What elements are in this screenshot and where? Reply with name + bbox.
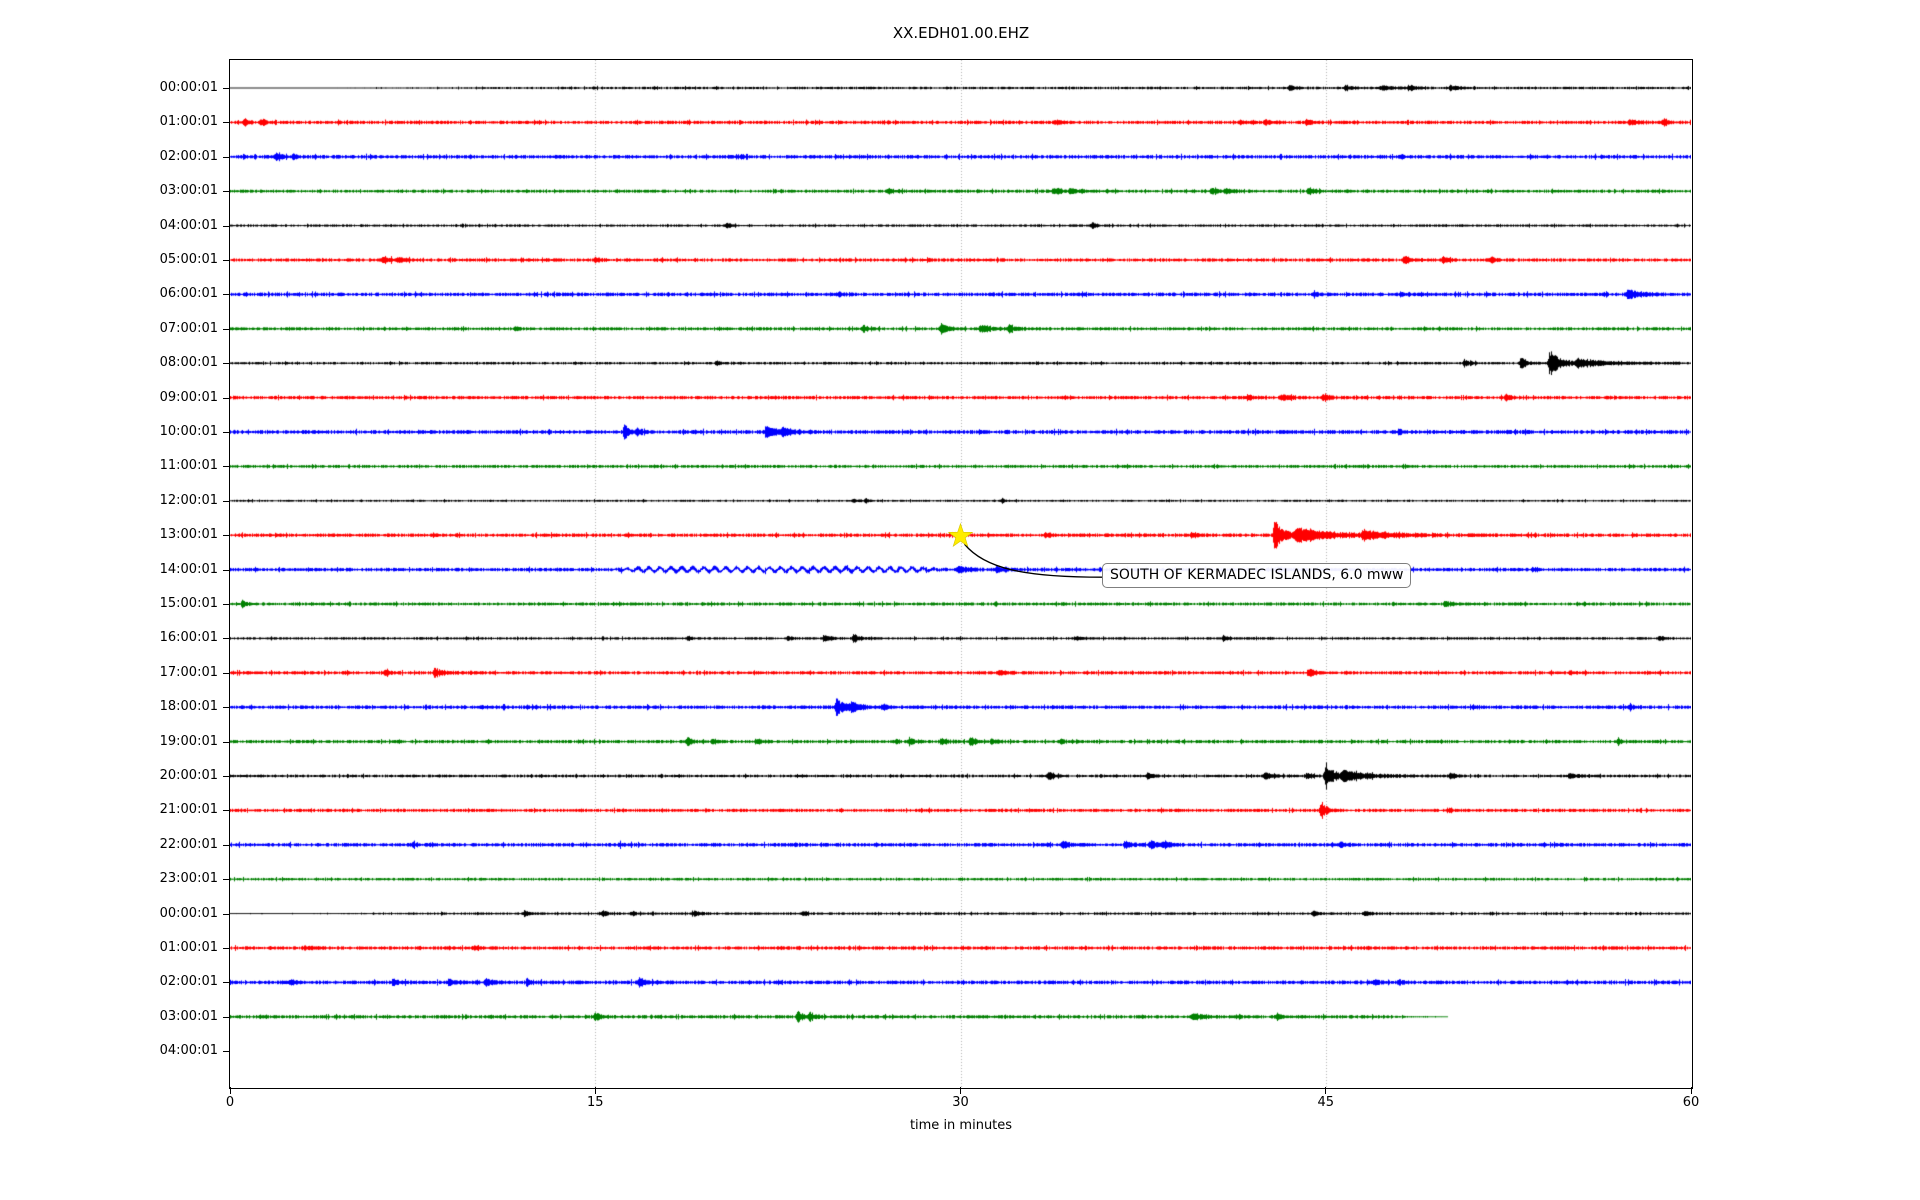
y-tick-label: 23:00:01	[159, 871, 218, 887]
y-tick-label: 01:00:01	[159, 940, 218, 955]
y-tick-label: 08:00:01	[159, 355, 218, 371]
x-tick-mark	[960, 1087, 961, 1094]
x-tick-mark	[594, 1087, 596, 1094]
y-tick-label: 16:00:01	[159, 630, 218, 646]
y-tick-mark	[223, 569, 230, 571]
y-tick-mark	[223, 260, 230, 261]
y-tick-mark	[223, 466, 230, 468]
x-tick-mark	[229, 1087, 231, 1094]
y-tick-label: 05:00:01	[159, 252, 218, 267]
y-tick-label: 17:00:01	[159, 664, 218, 680]
y-tick-label: 09:00:01	[159, 389, 218, 405]
y-tick-label: 03:00:01	[159, 1008, 218, 1024]
y-tick-mark	[223, 122, 230, 124]
y-tick-mark	[223, 156, 230, 158]
y-tick-mark	[223, 191, 230, 193]
event-annotation-box: SOUTH OF KERMADEC ISLANDS, 6.0 mww	[1102, 563, 1412, 588]
y-tick-mark	[223, 638, 230, 640]
y-tick-mark	[223, 776, 230, 777]
y-tick-mark	[223, 1016, 230, 1018]
y-tick-label: 21:00:01	[159, 802, 218, 818]
y-tick-mark	[223, 432, 230, 433]
y-tick-mark	[223, 844, 230, 846]
figure-title: XX.EDH01.00.EHZ	[892, 24, 1030, 42]
y-tick-mark	[223, 1051, 230, 1053]
y-tick-label: 18:00:01	[159, 699, 218, 715]
y-tick-mark	[223, 535, 230, 537]
y-tick-mark	[223, 363, 230, 365]
x-tick-label: 60	[1682, 1095, 1700, 1110]
y-tick-mark	[223, 741, 230, 743]
y-tick-label: 15:00:01	[159, 596, 218, 611]
x-tick-label: 0	[225, 1095, 235, 1110]
y-tick-mark	[223, 982, 230, 984]
y-tick-label: 22:00:01	[159, 836, 218, 852]
y-tick-label: 04:00:01	[159, 217, 218, 233]
plot-border	[229, 59, 1693, 1089]
x-tick-label: 15	[586, 1095, 604, 1110]
y-tick-label: 00:00:01	[159, 905, 218, 921]
y-tick-label: 00:00:01	[159, 80, 218, 95]
y-tick-mark	[223, 879, 230, 881]
y-tick-mark	[223, 913, 230, 915]
x-axis-title: time in minutes	[909, 1118, 1013, 1133]
y-tick-label: 19:00:01	[159, 733, 218, 749]
y-tick-mark	[223, 328, 230, 330]
x-tick-label: 30	[952, 1095, 969, 1110]
y-tick-label: 20:00:01	[159, 768, 218, 783]
y-tick-mark	[223, 948, 230, 949]
y-tick-mark	[223, 397, 230, 399]
y-tick-label: 13:00:01	[159, 527, 218, 543]
y-tick-label: 11:00:01	[159, 458, 218, 474]
y-tick-mark	[223, 707, 230, 709]
x-tick-mark	[1325, 1087, 1327, 1094]
y-tick-label: 12:00:01	[159, 492, 218, 508]
x-tick-mark	[1690, 1087, 1692, 1094]
y-tick-mark	[223, 225, 230, 227]
event-annotation-text: SOUTH OF KERMADEC ISLANDS, 6.0 mww	[1110, 567, 1404, 583]
y-tick-mark	[223, 500, 230, 502]
y-tick-label: 02:00:01	[159, 148, 218, 164]
y-tick-mark	[223, 294, 230, 296]
y-tick-label: 03:00:01	[159, 183, 218, 199]
y-tick-label: 14:00:01	[159, 561, 218, 577]
y-tick-label: 10:00:01	[159, 424, 218, 439]
y-tick-label: 04:00:01	[159, 1043, 218, 1059]
y-tick-label: 02:00:01	[159, 974, 218, 990]
y-tick-mark	[223, 810, 230, 812]
y-tick-mark	[223, 88, 230, 89]
y-tick-label: 07:00:01	[159, 320, 218, 336]
y-tick-mark	[223, 672, 230, 674]
seismogram-canvas	[230, 60, 1691, 1087]
y-tick-label: 01:00:01	[159, 114, 218, 130]
x-tick-label: 45	[1317, 1095, 1335, 1110]
y-tick-label: 06:00:01	[159, 286, 218, 302]
y-tick-mark	[223, 604, 230, 605]
